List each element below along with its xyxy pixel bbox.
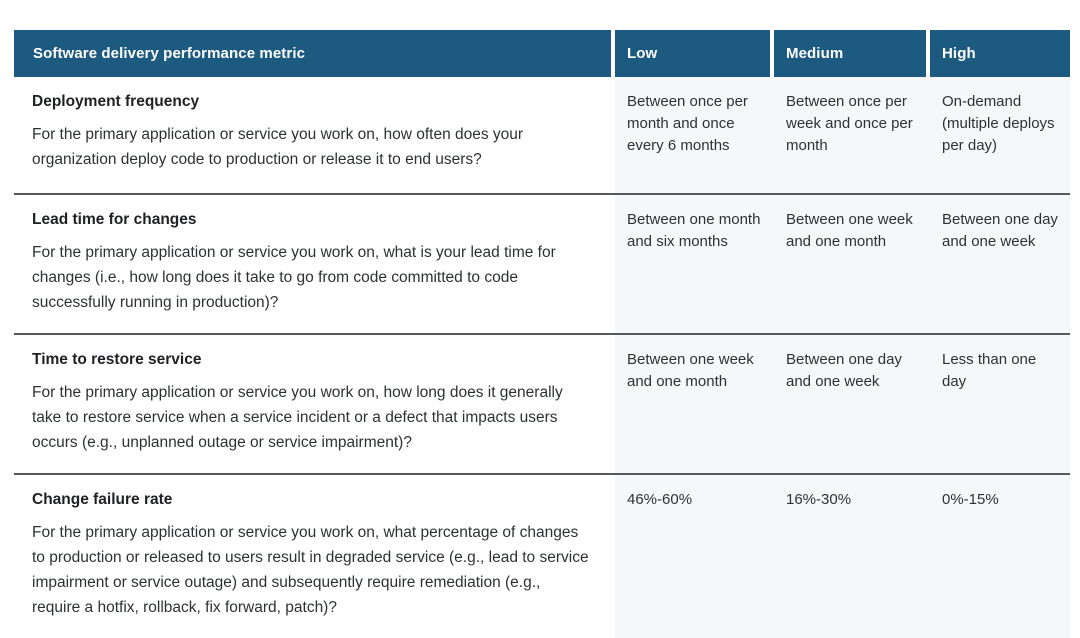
- medium-value: 16%-30%: [774, 475, 930, 638]
- metric-cell: Deployment frequency For the primary app…: [14, 77, 615, 193]
- low-value: Between one week and one month: [615, 335, 774, 473]
- medium-value: Between one week and one month: [774, 195, 930, 333]
- low-value: Between once per month and once every 6 …: [615, 77, 774, 193]
- high-value: Between one day and one week: [930, 195, 1070, 333]
- table-row: Deployment frequency For the primary app…: [14, 77, 1070, 193]
- table-header-row: Software delivery performance metric Low…: [14, 30, 1070, 77]
- metric-title: Time to restore service: [32, 351, 202, 368]
- table-row: Lead time for changes For the primary ap…: [14, 193, 1070, 333]
- metric-cell: Change failure rate For the primary appl…: [14, 475, 615, 638]
- metric-description: For the primary application or service y…: [32, 524, 589, 616]
- metric-cell: Lead time for changes For the primary ap…: [14, 195, 615, 333]
- metric-description: For the primary application or service y…: [32, 244, 556, 311]
- header-low: Low: [615, 30, 774, 77]
- low-value: Between one month and six months: [615, 195, 774, 333]
- low-value: 46%-60%: [615, 475, 774, 638]
- table-row: Time to restore service For the primary …: [14, 333, 1070, 473]
- table-row: Change failure rate For the primary appl…: [14, 473, 1070, 638]
- metric-title: Change failure rate: [32, 491, 173, 508]
- header-medium: Medium: [774, 30, 930, 77]
- medium-value: Between one day and one week: [774, 335, 930, 473]
- metric-description: For the primary application or service y…: [32, 126, 524, 168]
- medium-value: Between once per week and once per month: [774, 77, 930, 193]
- metric-title: Deployment frequency: [32, 93, 200, 110]
- high-value: 0%-15%: [930, 475, 1070, 638]
- metric-cell: Time to restore service For the primary …: [14, 335, 615, 473]
- header-metric: Software delivery performance metric: [14, 30, 615, 77]
- header-high: High: [930, 30, 1070, 77]
- high-value: Less than one day: [930, 335, 1070, 473]
- metric-description: For the primary application or service y…: [32, 384, 563, 451]
- metric-title: Lead time for changes: [32, 211, 197, 228]
- high-value: On-demand (multiple deploys per day): [930, 77, 1070, 193]
- performance-metrics-table: Software delivery performance metric Low…: [14, 30, 1070, 638]
